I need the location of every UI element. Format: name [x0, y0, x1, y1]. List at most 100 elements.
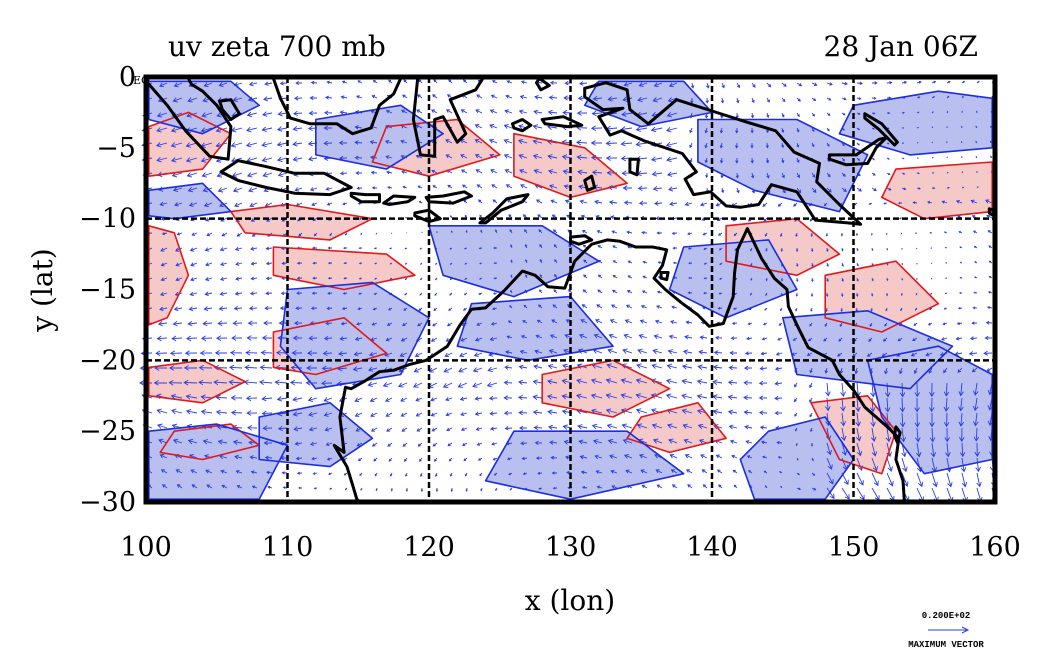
wind-vector	[507, 320, 513, 324]
wind-vector	[385, 155, 393, 160]
wind-vector	[652, 97, 663, 103]
wind-vector	[681, 393, 693, 400]
wind-vector	[638, 453, 648, 459]
wind-vector	[323, 397, 333, 403]
wind-vector	[533, 425, 543, 431]
wind-vector	[620, 140, 633, 147]
wind-vector	[539, 259, 543, 264]
wind-vector	[780, 278, 784, 282]
wind-vector	[160, 247, 168, 252]
wind-vector	[930, 247, 933, 249]
wind-vector	[547, 109, 558, 116]
wind-vector	[261, 156, 273, 163]
wind-vector	[265, 246, 273, 251]
vorticity-fill-negative-29	[584, 81, 712, 127]
wind-vector	[259, 379, 273, 386]
wind-vector	[690, 97, 694, 104]
wind-vector	[944, 292, 948, 295]
wind-vector	[899, 382, 906, 398]
wind-vector	[781, 172, 785, 179]
wind-vector	[172, 438, 183, 444]
wind-vector	[325, 95, 333, 100]
wind-vector	[250, 246, 258, 251]
wind-vector	[535, 199, 543, 204]
wind-vector	[592, 95, 603, 102]
wind-vector	[916, 142, 919, 144]
wind-vector	[510, 259, 513, 264]
wind-vector	[734, 142, 739, 149]
vorticity-contour-negative-20	[315, 104, 444, 170]
vorticity-contour-negative-28	[866, 345, 993, 475]
wind-vector	[868, 202, 873, 205]
wind-vector	[943, 397, 950, 412]
wind-vector	[322, 350, 333, 357]
wind-vector	[841, 97, 847, 101]
wind-vector	[886, 277, 889, 282]
wind-vector	[884, 322, 888, 327]
wind-vector	[183, 365, 198, 371]
wind-vector	[390, 487, 393, 492]
wind-vector	[436, 230, 438, 234]
wind-vector	[703, 277, 708, 280]
wind-vector	[705, 172, 709, 179]
wind-vector	[428, 367, 438, 373]
wind-vector	[203, 82, 213, 88]
wind-vector	[397, 382, 408, 388]
wind-vector	[293, 426, 303, 432]
wind-vector	[323, 125, 332, 131]
wind-vector	[215, 409, 228, 416]
wind-vector	[750, 112, 755, 119]
wind-vector	[261, 126, 273, 133]
wind-vector	[594, 454, 603, 460]
wind-vector	[944, 246, 948, 249]
coastline-tanimbar	[583, 174, 597, 192]
wind-vector	[627, 260, 633, 264]
wind-vector	[826, 187, 832, 193]
wind-vector	[806, 352, 813, 357]
wind-vector	[464, 262, 468, 265]
wind-vector	[881, 352, 888, 357]
wind-vector	[621, 423, 633, 429]
wind-vector	[929, 413, 935, 428]
wind-vector	[281, 261, 288, 266]
wind-vector	[308, 411, 318, 417]
wind-vector	[665, 141, 678, 148]
wind-vector	[309, 187, 318, 192]
wind-vector	[205, 469, 213, 474]
wind-vector	[668, 334, 678, 340]
wind-vector	[475, 109, 483, 114]
wind-vector	[899, 367, 903, 375]
wind-vector	[296, 291, 303, 295]
wind-vector	[340, 321, 348, 326]
wind-vector	[475, 169, 483, 174]
wind-vector	[200, 335, 213, 342]
wind-vector	[810, 443, 814, 447]
wind-vector	[988, 291, 993, 294]
wind-vector	[235, 469, 243, 474]
wind-vector	[236, 232, 243, 237]
wind-vector	[728, 365, 738, 371]
wind-vector	[811, 172, 816, 178]
coastline-sumbawa	[382, 194, 417, 206]
wind-vector	[666, 423, 678, 429]
wind-vector	[638, 200, 648, 206]
wind-vector	[564, 80, 573, 86]
wind-vector	[473, 352, 483, 357]
wind-vector	[961, 171, 963, 174]
wind-vector	[653, 334, 663, 340]
wind-vector	[636, 423, 648, 429]
wind-vector	[419, 247, 423, 250]
wind-vector	[294, 441, 303, 446]
wind-vector	[474, 337, 483, 342]
wind-vector	[916, 126, 919, 129]
wind-vector	[447, 184, 453, 189]
wind-vector	[564, 334, 573, 339]
wind-vector	[417, 442, 423, 447]
wind-vector	[235, 261, 243, 266]
coastline-new-ireland	[863, 112, 899, 147]
wind-vector	[418, 307, 423, 311]
wind-vector	[856, 142, 860, 146]
wind-vector	[358, 247, 363, 250]
wind-vector	[716, 469, 723, 474]
wind-vector	[293, 110, 303, 117]
